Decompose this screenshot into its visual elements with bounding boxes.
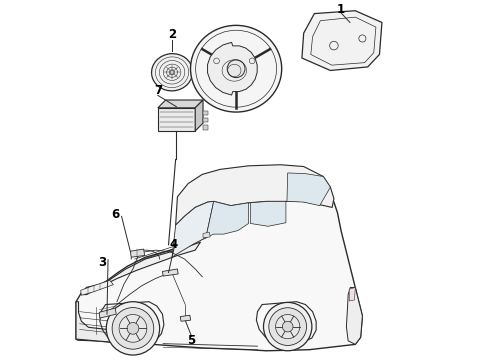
Polygon shape	[81, 280, 113, 295]
Polygon shape	[203, 118, 208, 122]
Text: 7: 7	[154, 84, 162, 96]
Circle shape	[106, 302, 160, 355]
Polygon shape	[203, 125, 208, 130]
Polygon shape	[346, 288, 363, 345]
Polygon shape	[99, 308, 116, 318]
Polygon shape	[158, 108, 195, 131]
Text: 4: 4	[170, 238, 178, 251]
Circle shape	[269, 308, 307, 346]
Polygon shape	[175, 165, 334, 225]
Ellipse shape	[196, 30, 276, 107]
Polygon shape	[195, 100, 203, 131]
Ellipse shape	[151, 54, 193, 91]
Polygon shape	[302, 11, 382, 71]
Circle shape	[112, 307, 154, 349]
Polygon shape	[130, 249, 145, 257]
Text: 3: 3	[98, 256, 107, 269]
Polygon shape	[206, 201, 248, 238]
Polygon shape	[287, 173, 330, 206]
Circle shape	[227, 60, 245, 78]
Polygon shape	[172, 201, 214, 257]
Circle shape	[119, 315, 147, 342]
Circle shape	[275, 315, 300, 339]
Text: 6: 6	[111, 208, 119, 221]
Circle shape	[264, 302, 312, 351]
Ellipse shape	[191, 25, 282, 112]
Polygon shape	[180, 315, 191, 321]
Polygon shape	[203, 232, 210, 238]
Text: 5: 5	[188, 334, 196, 347]
Circle shape	[282, 321, 293, 332]
Text: 2: 2	[168, 28, 176, 41]
Circle shape	[170, 70, 174, 74]
Polygon shape	[158, 100, 203, 108]
Polygon shape	[208, 42, 257, 95]
Polygon shape	[83, 242, 200, 294]
Polygon shape	[76, 168, 363, 351]
Polygon shape	[250, 201, 286, 226]
Polygon shape	[76, 302, 119, 343]
Circle shape	[127, 323, 139, 334]
Polygon shape	[203, 111, 208, 115]
Text: 1: 1	[337, 3, 345, 16]
Polygon shape	[349, 288, 355, 301]
Polygon shape	[163, 269, 178, 276]
